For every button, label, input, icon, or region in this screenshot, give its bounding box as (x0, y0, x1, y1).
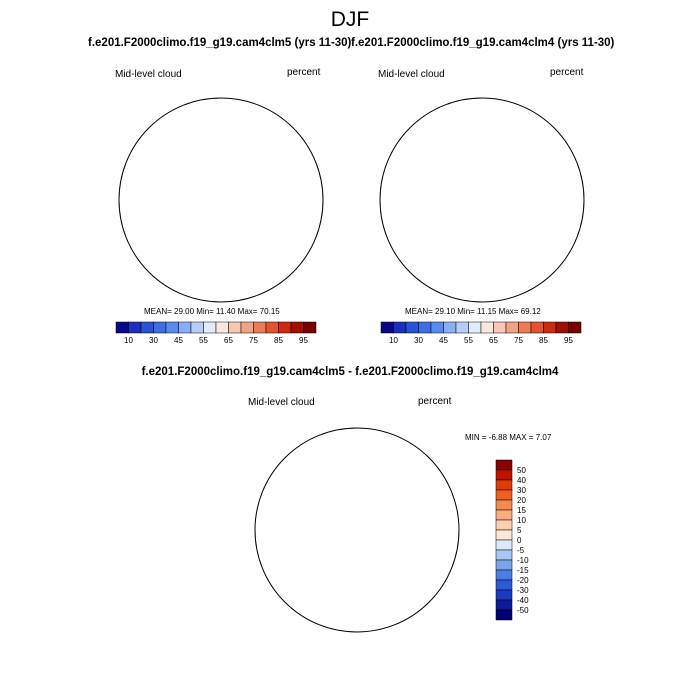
colorbar-label: -15 (517, 566, 529, 575)
colorbar-box (543, 321, 557, 334)
colorbar-box (290, 321, 304, 334)
colorbar-label: -40 (517, 596, 529, 605)
colorbar-box (253, 321, 267, 334)
colorbar-box (380, 321, 394, 334)
colorbar-box (495, 489, 513, 501)
colorbar-box (495, 549, 513, 561)
colorbar-label: 20 (517, 496, 526, 505)
season-title: DJF (330, 8, 370, 31)
colorbar-label: 30 (517, 486, 526, 495)
colorbar-box (493, 321, 507, 334)
colorbar-box (228, 321, 242, 334)
colorbar-box (495, 569, 513, 581)
colorbar-label: 95 (299, 336, 308, 345)
difference-map (254, 427, 460, 633)
colorbar-label: 65 (224, 336, 233, 345)
colorbar-box (495, 559, 513, 571)
colorbar-box (495, 579, 513, 591)
colorbar-label: 30 (149, 336, 158, 345)
colorbar-label: 15 (517, 506, 526, 515)
right-stats: MEAN= 29.10 Min= 11.15 Max= 69.12 (405, 307, 541, 316)
diff-stats: MIN = -6.88 MAX = 7.07 (465, 433, 552, 442)
colorbar-box (215, 321, 229, 334)
colorbar-box (555, 321, 569, 334)
colorbar-label: 5 (517, 526, 522, 535)
colorbar-box (115, 321, 129, 334)
colorbar-box (303, 321, 317, 334)
colorbar-box (495, 609, 513, 621)
colorbar-label: 75 (514, 336, 523, 345)
colorbar-label: 65 (489, 336, 498, 345)
colorbar-label: 10 (517, 516, 526, 525)
right-map (379, 97, 585, 303)
right-variable-label: Mid-level cloud (378, 69, 445, 80)
colorbar-box (153, 321, 167, 334)
colorbar-label: -30 (517, 586, 529, 595)
colorbar-label: -20 (517, 576, 529, 585)
colorbar-label: 30 (414, 336, 423, 345)
colorbar-box (265, 321, 279, 334)
colorbar-box (405, 321, 419, 334)
colorbar-box (530, 321, 544, 334)
left-panel-title: f.e201.F2000climo.f19_g19.cam4clm5 (yrs … (88, 37, 352, 49)
colorbar-label: 45 (174, 336, 183, 345)
left-units-label: percent (287, 67, 321, 78)
left-colorbar: 10 30 45 55 65 75 85 95 (115, 321, 317, 345)
colorbar-box (495, 529, 513, 541)
colorbar-box (495, 539, 513, 551)
colorbar-box (480, 321, 494, 334)
colorbar-box (495, 469, 513, 481)
colorbar-label: 95 (564, 336, 573, 345)
left-stats: MEAN= 29.00 Min= 11.40 Max= 70.15 (144, 307, 280, 316)
right-units-label: percent (550, 67, 584, 78)
colorbar-label: 75 (249, 336, 258, 345)
colorbar-label: 10 (389, 336, 398, 345)
colorbar-label: 50 (517, 466, 526, 475)
diff-variable-label: Mid-level cloud (248, 397, 315, 408)
left-map (118, 97, 324, 303)
colorbar-box (468, 321, 482, 334)
colorbar-box (495, 599, 513, 611)
colorbar-box (505, 321, 519, 334)
right-panel-title: f.e201.F2000climo.f19_g19.cam4clm4 (yrs … (351, 37, 615, 49)
colorbar-box (240, 321, 254, 334)
colorbar-label: 40 (517, 476, 526, 485)
colorbar-label: -50 (517, 606, 529, 615)
colorbar-box (140, 321, 154, 334)
right-colorbar: 10 30 45 55 65 75 85 95 (380, 321, 582, 345)
colorbar-box (495, 509, 513, 521)
colorbar-box (495, 519, 513, 531)
colorbar-label: 55 (199, 336, 208, 345)
colorbar-label: 85 (539, 336, 548, 345)
colorbar-box (443, 321, 457, 334)
colorbar-box (418, 321, 432, 334)
colorbar-label: -10 (517, 556, 529, 565)
difference-title: f.e201.F2000climo.f19_g19.cam4clm5 - f.e… (141, 366, 559, 378)
colorbar-box (495, 589, 513, 601)
colorbar-label: 0 (517, 536, 522, 545)
colorbar-label: 55 (464, 336, 473, 345)
colorbar-box (165, 321, 179, 334)
colorbar-box (430, 321, 444, 334)
colorbar-box (495, 499, 513, 511)
colorbar-label: 10 (124, 336, 133, 345)
diff-units-label: percent (418, 396, 452, 407)
colorbar-box (455, 321, 469, 334)
colorbar-box (518, 321, 532, 334)
colorbar-box (568, 321, 582, 334)
colorbar-label: 45 (439, 336, 448, 345)
colorbar-box (278, 321, 292, 334)
colorbar-box (190, 321, 204, 334)
colorbar-label: 85 (274, 336, 283, 345)
left-variable-label: Mid-level cloud (115, 69, 182, 80)
colorbar-box (495, 479, 513, 491)
colorbar-box (128, 321, 142, 334)
colorbar-box (203, 321, 217, 334)
colorbar-box (178, 321, 192, 334)
colorbar-box (393, 321, 407, 334)
colorbar-label: -5 (517, 546, 525, 555)
colorbar-box (495, 459, 513, 471)
